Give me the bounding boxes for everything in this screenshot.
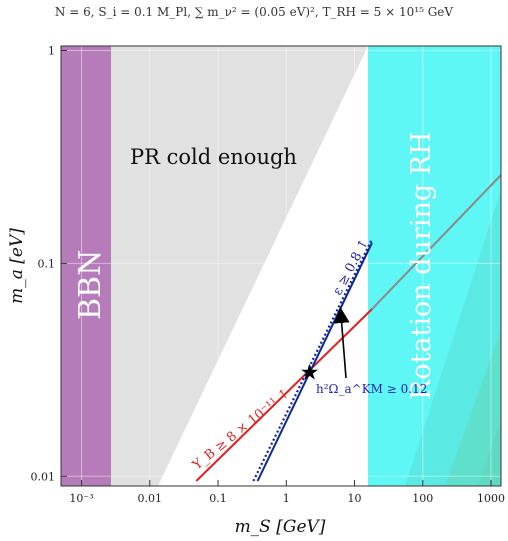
- series-line-1: [371, 174, 501, 310]
- x-tick-label: 10⁻³: [69, 492, 93, 505]
- y-tick-label: 1: [48, 45, 55, 58]
- tick-layer: 10⁻³ 0.01 0.1 1 10 100 1000 0.01 0.1 1: [31, 45, 506, 505]
- rotation-shade-2: [445, 330, 501, 486]
- y-tick-label: 0.1: [38, 257, 56, 270]
- benchmark-star: ★: [300, 361, 320, 386]
- x-tick-label: 100: [412, 492, 433, 505]
- rotation-label: Rotation during RH: [406, 131, 437, 400]
- x-tick-label: 0.1: [209, 492, 227, 505]
- y-tick-label: 0.01: [31, 470, 56, 483]
- x-tick-label: 0.01: [138, 492, 163, 505]
- x-tick-label: 1000: [477, 492, 505, 505]
- series-line-3: [256, 242, 373, 482]
- x-tick-label: 1: [283, 492, 290, 505]
- bbn-label: BBN: [73, 250, 108, 320]
- plot-frame: [60, 45, 502, 487]
- grid: [61, 46, 501, 486]
- pr-cold-region: [61, 46, 368, 486]
- bbn-region: [61, 46, 111, 486]
- pr-cold-label: PR cold enough: [130, 145, 297, 169]
- annotation-arrow: [333, 307, 350, 379]
- x-tick-label: 10: [348, 492, 362, 505]
- relic-annotation: h²Ω_a^KM ≥ 0.12: [316, 382, 427, 396]
- y-axis-label: m_a [eV]: [7, 228, 27, 304]
- chart-title: N = 6, S_i = 0.1 M_Pl, ∑ m_ν² = (0.05 eV…: [55, 5, 453, 19]
- x-axis-label: m_S [GeV]: [235, 517, 326, 537]
- rotation-shade-3: [478, 420, 501, 486]
